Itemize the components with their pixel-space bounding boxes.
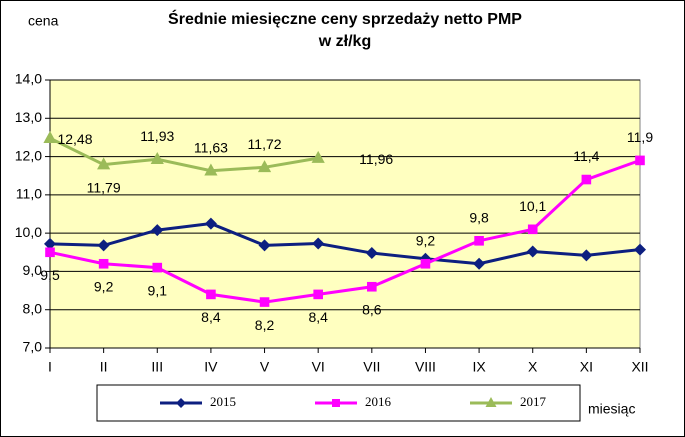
x-axis-label: miesiąc bbox=[588, 401, 635, 417]
legend-label: 2015 bbox=[210, 394, 236, 409]
marker bbox=[365, 247, 378, 260]
x-tick-label: I bbox=[48, 359, 52, 375]
marker bbox=[204, 217, 217, 230]
marker bbox=[259, 297, 270, 307]
marker bbox=[97, 239, 110, 252]
marker bbox=[367, 281, 377, 292]
data-label: 11,96 bbox=[359, 151, 393, 167]
x-tick-label: IV bbox=[204, 359, 218, 375]
x-tick-label: VII bbox=[363, 359, 380, 375]
data-label: 11,93 bbox=[140, 128, 174, 144]
marker bbox=[98, 258, 109, 269]
marker bbox=[635, 155, 645, 166]
marker bbox=[43, 130, 57, 143]
data-label: 11,63 bbox=[194, 139, 228, 155]
marker bbox=[45, 247, 55, 258]
marker bbox=[152, 262, 163, 273]
marker bbox=[97, 157, 111, 170]
marker bbox=[206, 289, 216, 300]
legend-label: 2016 bbox=[365, 394, 392, 409]
marker bbox=[332, 399, 340, 407]
x-tick-label: II bbox=[100, 359, 108, 375]
data-label: 11,4 bbox=[573, 148, 599, 164]
marker bbox=[473, 257, 486, 270]
data-label: 8,2 bbox=[255, 317, 275, 333]
marker bbox=[634, 243, 646, 256]
marker bbox=[258, 239, 271, 252]
marker bbox=[526, 245, 539, 258]
data-label: 9,8 bbox=[469, 210, 489, 226]
data-label: 11,9 bbox=[627, 129, 653, 145]
y-tick-label: 14,0 bbox=[15, 71, 42, 87]
x-tick-label: III bbox=[151, 359, 163, 375]
data-label: 8,6 bbox=[362, 301, 382, 317]
marker bbox=[420, 258, 431, 269]
data-label: 11,79 bbox=[87, 179, 121, 195]
marker bbox=[313, 289, 323, 300]
y-tick-label: 12,0 bbox=[15, 147, 42, 163]
x-tick-label: IX bbox=[472, 359, 486, 375]
data-label: 9,1 bbox=[148, 282, 168, 298]
data-label: 9,5 bbox=[40, 267, 60, 283]
series-line bbox=[49, 136, 319, 173]
x-tick-label: V bbox=[260, 359, 270, 375]
marker bbox=[257, 160, 272, 173]
y-tick-label: 10,0 bbox=[15, 224, 42, 240]
x-tick-label: VIII bbox=[415, 359, 436, 375]
marker bbox=[151, 224, 164, 237]
x-tick-label: X bbox=[528, 359, 538, 375]
marker bbox=[527, 224, 538, 235]
plot-area bbox=[49, 79, 641, 349]
marker bbox=[485, 397, 497, 407]
y-tick-label: 9,0 bbox=[23, 262, 43, 278]
x-tick-label: XI bbox=[580, 359, 593, 375]
x-tick-label: VI bbox=[312, 359, 325, 375]
data-label: 8,4 bbox=[201, 309, 221, 325]
marker bbox=[312, 237, 325, 250]
marker bbox=[581, 174, 592, 185]
chart-title: Średnie miesięczne ceny sprzedaży netto … bbox=[168, 9, 522, 28]
series-line bbox=[49, 158, 641, 304]
marker bbox=[311, 150, 325, 163]
series-line bbox=[49, 222, 641, 266]
legend-label: 2017 bbox=[520, 394, 547, 409]
marker bbox=[150, 152, 164, 165]
data-label: 11,72 bbox=[248, 136, 282, 152]
y-tick-label: 7,0 bbox=[23, 339, 43, 355]
marker bbox=[176, 398, 186, 408]
x-tick-label: XII bbox=[631, 359, 648, 375]
marker bbox=[44, 237, 56, 250]
data-label: 9,2 bbox=[416, 232, 436, 248]
marker bbox=[204, 163, 218, 176]
y-tick-label: 11,0 bbox=[16, 186, 42, 202]
marker bbox=[580, 249, 593, 262]
data-label: 10,1 bbox=[519, 198, 546, 214]
marker bbox=[474, 236, 484, 246]
y-tick-label: 8,0 bbox=[23, 300, 43, 316]
y-tick-label: 13,0 bbox=[15, 109, 42, 125]
chart-subtitle: w zł/kg bbox=[318, 33, 371, 50]
y-axis-label: cena bbox=[28, 13, 59, 29]
data-label: 12,48 bbox=[57, 131, 92, 147]
data-label: 8,4 bbox=[308, 309, 328, 325]
data-label: 9,2 bbox=[94, 278, 114, 294]
